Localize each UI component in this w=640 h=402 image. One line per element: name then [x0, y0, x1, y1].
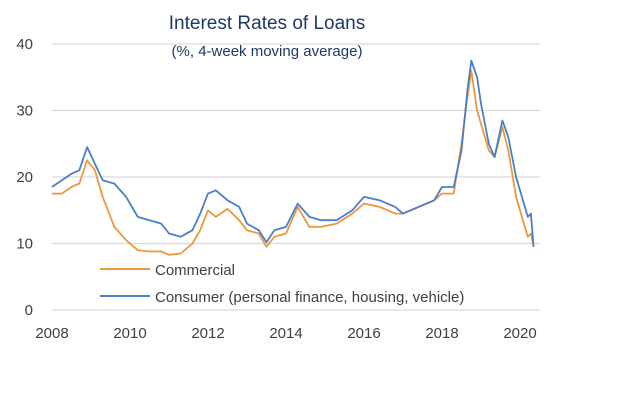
series-line-commercial: [52, 69, 535, 256]
chart-title: Interest Rates of Loans: [169, 13, 365, 34]
y-tick-label: 0: [25, 302, 33, 319]
y-tick-label: 20: [16, 169, 33, 186]
x-tick-label: 2020: [503, 325, 536, 342]
x-tick-label: 2012: [191, 325, 224, 342]
legend-label-commercial: Commercial: [155, 262, 235, 279]
legend-label-consumer: Consumer (personal finance, housing, veh…: [155, 289, 464, 306]
y-tick-label: 40: [16, 36, 33, 53]
y-tick-label: 10: [16, 236, 33, 253]
series-line-consumer: [51, 59, 535, 247]
x-tick-label: 2010: [113, 325, 146, 342]
legend: Commercial Consumer (personal finance, h…: [100, 262, 464, 306]
x-tick-label: 2018: [425, 325, 458, 342]
chart-subtitle: (%, 4-week moving average): [172, 43, 363, 60]
y-tick-label: 30: [16, 103, 33, 120]
x-tick-label: 2014: [269, 325, 302, 342]
x-tick-label: 2008: [35, 325, 68, 342]
x-tick-label: 2016: [347, 325, 380, 342]
